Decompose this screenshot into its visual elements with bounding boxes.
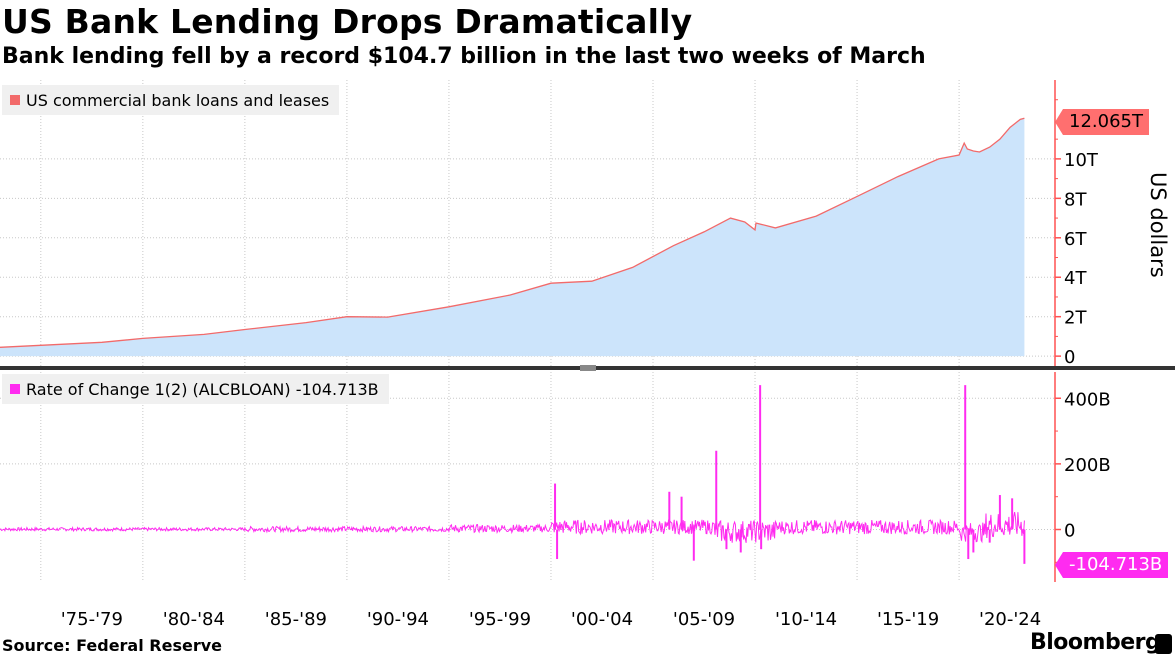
x-tick-label: '90-'94 <box>367 609 429 630</box>
source-note: Source: Federal Reserve <box>2 636 222 655</box>
x-tick-label: '05-'09 <box>673 609 735 630</box>
x-tick-label: '85-'89 <box>265 609 327 630</box>
chart-subtitle: Bank lending fell by a record $104.7 bil… <box>2 44 926 69</box>
x-tick-label: '75-'79 <box>61 609 123 630</box>
bottom-legend-label: Rate of Change 1(2) (ALCBLOAN) -104.713B <box>26 379 379 399</box>
x-tick-label: '10-'14 <box>775 609 837 630</box>
top-y-tick-label: 2T <box>1064 308 1087 329</box>
x-tick-label: '20-'24 <box>979 609 1041 630</box>
top-y-tick-label: 10T <box>1064 150 1099 171</box>
bottom-series-line <box>0 512 1025 544</box>
bottom-legend: Rate of Change 1(2) (ALCBLOAN) -104.713B <box>2 374 389 404</box>
bottom-legend-swatch <box>10 384 20 394</box>
x-tick-label: '95-'99 <box>469 609 531 630</box>
bottom-y-tick-label: 400B <box>1064 389 1111 410</box>
bottom-y-tick-label: 0 <box>1064 521 1075 542</box>
top-y-tick-label: 4T <box>1064 268 1087 289</box>
x-tick-label: '00-'04 <box>571 609 633 630</box>
top-y-tick-label: 0 <box>1064 347 1075 368</box>
top-legend-swatch <box>10 95 20 105</box>
chart-title: US Bank Lending Drops Dramatically <box>2 2 693 41</box>
top-y-tick-label: 8T <box>1064 189 1087 210</box>
brand-terminal-icon <box>1155 634 1172 654</box>
top-area-fill <box>0 118 1025 357</box>
brand-logo: Bloomberg <box>1030 630 1161 655</box>
top-last-value-tag: 12.065T <box>1055 109 1149 135</box>
top-series-line <box>0 117 1025 348</box>
top-legend: US commercial bank loans and leases <box>2 85 340 115</box>
top-legend-label: US commercial bank loans and leases <box>26 90 330 110</box>
x-tick-label: '80-'84 <box>163 609 225 630</box>
y-axis-title: US dollars <box>1146 172 1170 278</box>
panel-divider-handle <box>580 365 596 371</box>
top-y-tick-label: 6T <box>1064 229 1087 250</box>
bottom-last-value-tag: -104.713B <box>1054 552 1169 578</box>
x-tick-label: '15-'19 <box>877 609 939 630</box>
bottom-y-tick-label: 200B <box>1064 455 1111 476</box>
